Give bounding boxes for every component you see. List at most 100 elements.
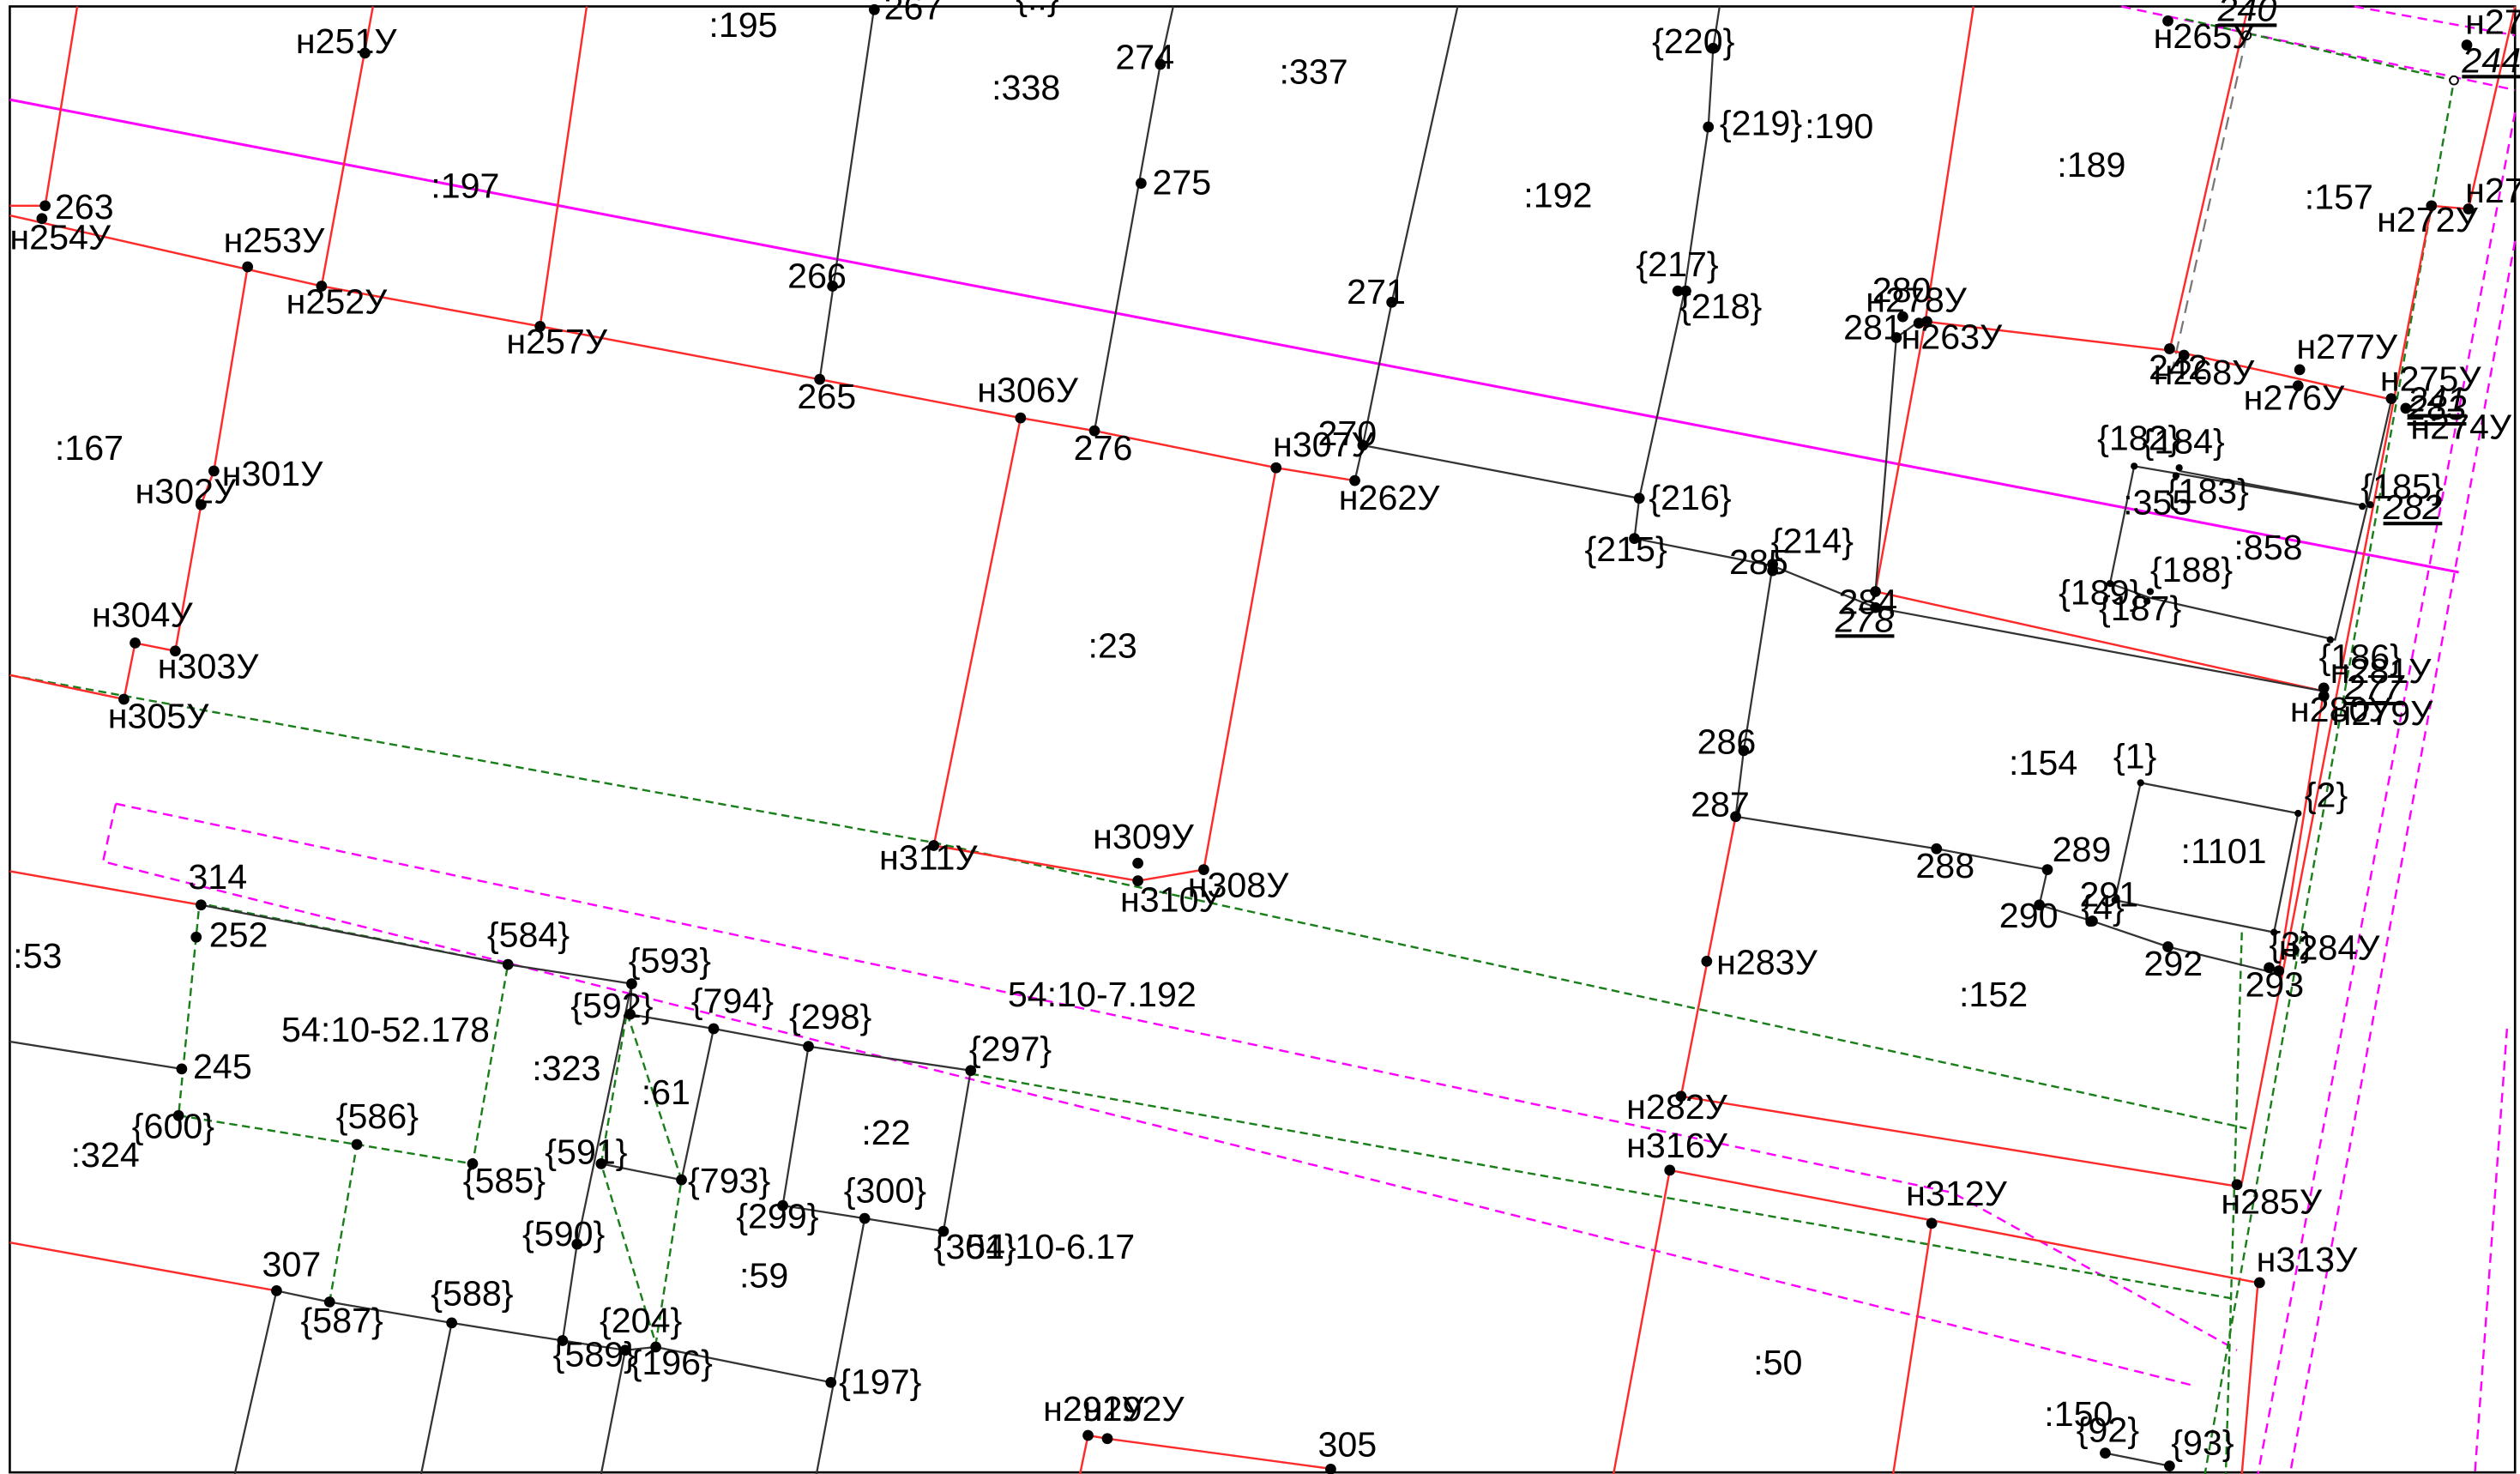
label: 287 (1691, 785, 1750, 825)
label: :323 (532, 1048, 600, 1088)
label: н310У (1120, 879, 1221, 919)
label: 244 (2461, 40, 2520, 80)
label: н272У (2377, 200, 2479, 239)
label: 240 (2217, 0, 2277, 28)
label: н302У (136, 471, 237, 510)
label: {189} (2059, 572, 2142, 612)
aux-dashed-grey (2168, 34, 2248, 384)
zone-dashed-magenta (101, 5, 2517, 1474)
label: {92} (2077, 1411, 2140, 1450)
label: :22 (861, 1113, 910, 1152)
label: н280У (2290, 690, 2392, 729)
label: :157 (2305, 178, 2373, 217)
label: 278 (1835, 600, 1895, 639)
label: :324 (71, 1135, 140, 1175)
label: {187} (2099, 589, 2182, 628)
label: н253У (224, 220, 325, 260)
label: 245 (193, 1047, 252, 1086)
label: {204} (600, 1301, 683, 1340)
label: 281 (1843, 307, 1902, 347)
label: {183} (2167, 471, 2250, 510)
label: н278У (1866, 280, 1968, 319)
label: н312У (1906, 1174, 2008, 1213)
label: 285 (1729, 542, 1788, 582)
label: {586} (336, 1096, 419, 1136)
label: 290 (1999, 896, 2059, 935)
label: :59 (739, 1256, 788, 1296)
label: {185} (2360, 467, 2444, 506)
label: :152 (1959, 975, 2028, 1014)
label: :189 (2057, 145, 2125, 184)
label: {593} (629, 940, 712, 980)
label: 265 (797, 377, 856, 416)
label: {220} (1652, 21, 1735, 61)
label: {590} (522, 1214, 606, 1254)
label: {298} (789, 997, 872, 1036)
label: 54:10-7.192 (1008, 975, 1197, 1014)
label: {4} (2081, 888, 2125, 927)
label: 276 (1074, 428, 1133, 468)
label: н277У (2296, 327, 2398, 366)
label: {297} (969, 1030, 1052, 1069)
label: {588} (431, 1273, 514, 1313)
label: {219} (1720, 103, 1803, 142)
label: 275 (1152, 163, 1211, 202)
label: 271 (1347, 272, 1406, 311)
label: 282 (2383, 487, 2443, 527)
label: 266 (787, 256, 847, 295)
label: н308У (1188, 865, 1289, 904)
label: 54:10-52.178 (281, 1010, 490, 1049)
label: н275У (2380, 359, 2482, 398)
label: 292 (2143, 944, 2203, 983)
label: н306У (977, 370, 1079, 409)
label: {216} (1649, 478, 1732, 517)
label: н252У (286, 281, 388, 321)
label: н279У (2332, 693, 2434, 733)
label: {196} (630, 1343, 714, 1382)
label: н273У (2465, 171, 2520, 210)
label: 274 (1115, 38, 1174, 77)
label: н274У (2410, 407, 2512, 446)
label: {585} (463, 1161, 546, 1200)
label: {600} (132, 1106, 215, 1145)
label: {2} (2305, 775, 2348, 814)
label: н262У (1339, 478, 1441, 517)
label: {..} (1016, 0, 1059, 17)
label: 288 (1915, 846, 1974, 885)
label: н276У (2244, 378, 2346, 418)
label: 277 (2344, 668, 2406, 707)
label: 305 (1317, 1424, 1377, 1464)
label: {93} (2171, 1423, 2234, 1463)
label: :195 (708, 5, 777, 45)
label: :337 (1279, 51, 1347, 91)
label: {218} (1679, 287, 1763, 326)
label: н301У (222, 454, 323, 493)
label: 307 (262, 1245, 322, 1284)
label: 293 (2245, 965, 2304, 1005)
label: {197} (839, 1362, 922, 1401)
label: :53 (13, 936, 62, 976)
label: н313У (2257, 1240, 2359, 1279)
label: {794} (691, 981, 775, 1020)
label: н257У (506, 322, 607, 361)
label: :150 (2044, 1394, 2113, 1434)
label: н309У (1093, 817, 1194, 856)
label: 289 (2053, 830, 2112, 869)
label: н268У (2154, 353, 2256, 392)
label: 241 (2407, 380, 2467, 420)
label: 263 (55, 187, 114, 227)
label: :190 (1805, 106, 1873, 146)
label: н303У (158, 647, 259, 686)
label: {301} (934, 1227, 1017, 1266)
label: {184} (2143, 421, 2226, 461)
label: {584} (487, 915, 570, 954)
zone-dashed-green (9, 18, 2456, 1474)
label: {188} (2150, 550, 2234, 589)
label: {592} (570, 986, 654, 1025)
label: н307У (1273, 425, 1375, 464)
label: н285У (2221, 1181, 2323, 1221)
label: н254У (9, 217, 111, 257)
label: 252 (209, 915, 268, 954)
